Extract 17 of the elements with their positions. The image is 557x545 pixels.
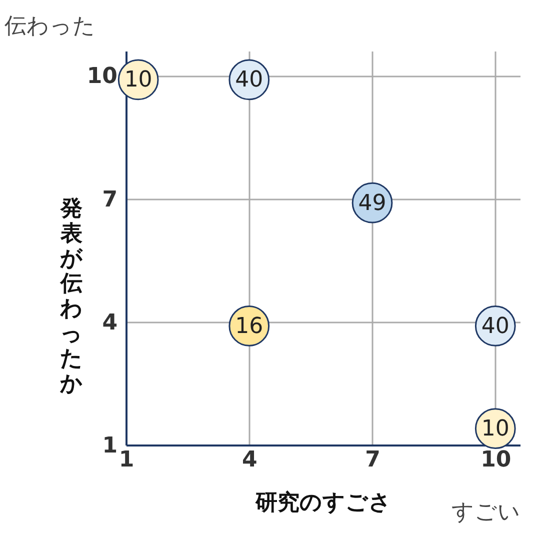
y-axis-title: 発表が伝わったか [59,196,83,396]
annotation: 10 [124,68,152,93]
y-tick-label: 7 [102,187,118,212]
x-tick-label: 4 [242,448,258,472]
y-tick-label: 4 [102,310,118,336]
annotation: 40 [235,68,264,93]
x-tick-label: 10 [480,448,512,472]
x-tick-label: 1 [118,448,134,472]
x-axis-title: 研究のすごさ [254,490,392,516]
text: すごい [452,500,520,525]
annotation: 49 [358,190,386,216]
annotation: 40 [481,314,510,339]
annotation: 16 [235,314,264,339]
annotation: 10 [481,416,510,442]
x-tick-label: 7 [365,448,380,472]
y-tick-label: 10 [86,64,118,90]
text: 伝わった [4,14,96,39]
